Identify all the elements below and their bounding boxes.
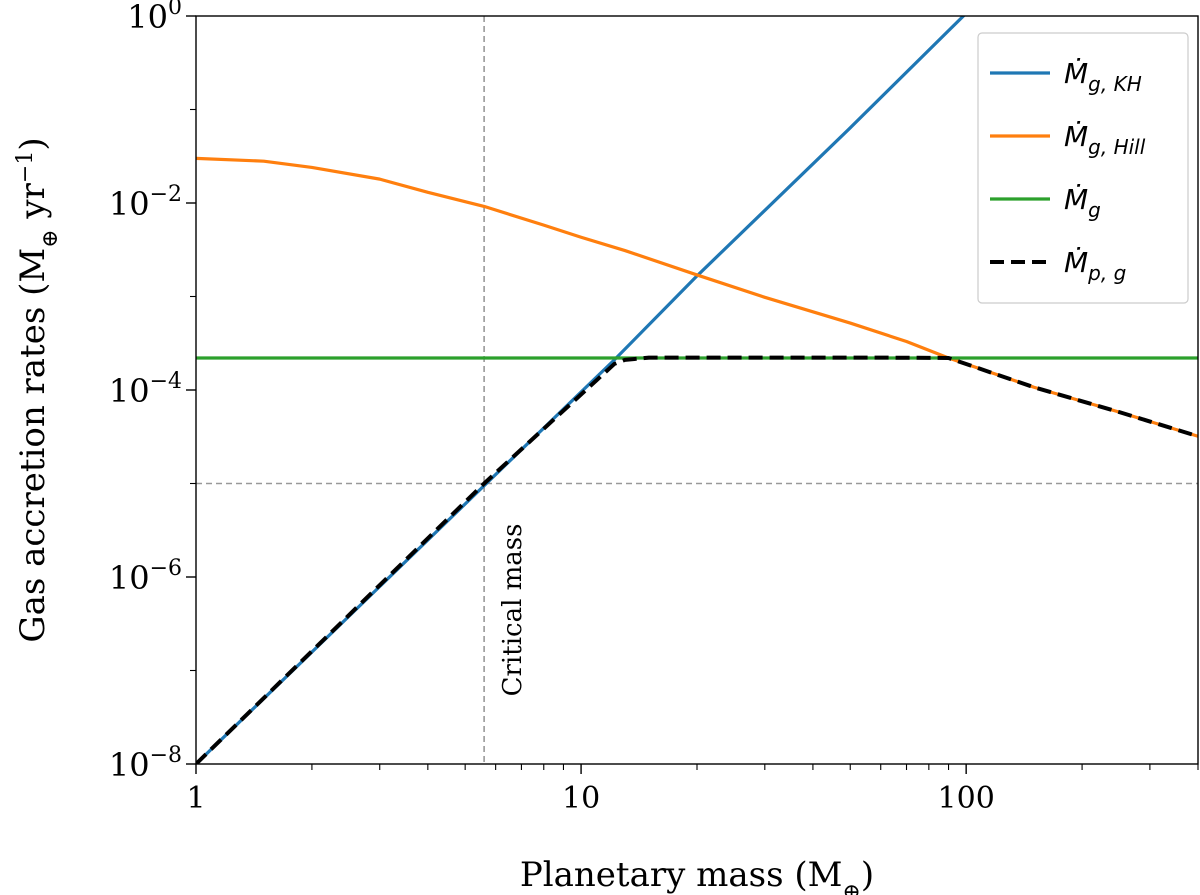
- x-tick-label: 10: [562, 781, 600, 816]
- y-tick-label: 10−4: [109, 369, 182, 410]
- y-tick-label: 10−8: [109, 743, 182, 784]
- x-tick-label: 100: [938, 781, 995, 816]
- reference-lines: [196, 16, 1198, 764]
- y-tick-label: 100: [127, 0, 182, 36]
- y-tick-label: 10−6: [109, 556, 182, 597]
- series-layer: [196, 16, 1198, 764]
- legend-label-1: Ṁg, Hill: [1064, 120, 1146, 159]
- x-axis-label: Planetary mass (M⊕): [520, 855, 874, 895]
- critical-mass-annotation: Critical mass: [498, 524, 528, 697]
- y-axis-label: Gas accretion rates (M⊕ yr−1): [13, 137, 63, 642]
- series-line-3: [196, 355, 1198, 764]
- legend: Ṁg, KH Ṁg, Hill Ṁg Ṁp, g: [977, 32, 1189, 304]
- y-tick-label: 10−2: [109, 182, 182, 223]
- axis-ticks: 1 10 100 10−8 10−6 10−4 10−2 100: [109, 0, 1199, 816]
- legend-label-3: Ṁp, g: [1064, 246, 1126, 285]
- legend-box: [977, 32, 1189, 304]
- series-line-1: [196, 156, 1198, 438]
- annotations: Critical mass: [498, 524, 528, 697]
- legend-label-0: Ṁg, KH: [1064, 57, 1142, 96]
- legend-label-2: Ṁg: [1064, 183, 1101, 222]
- x-tick-label: 1: [186, 781, 205, 816]
